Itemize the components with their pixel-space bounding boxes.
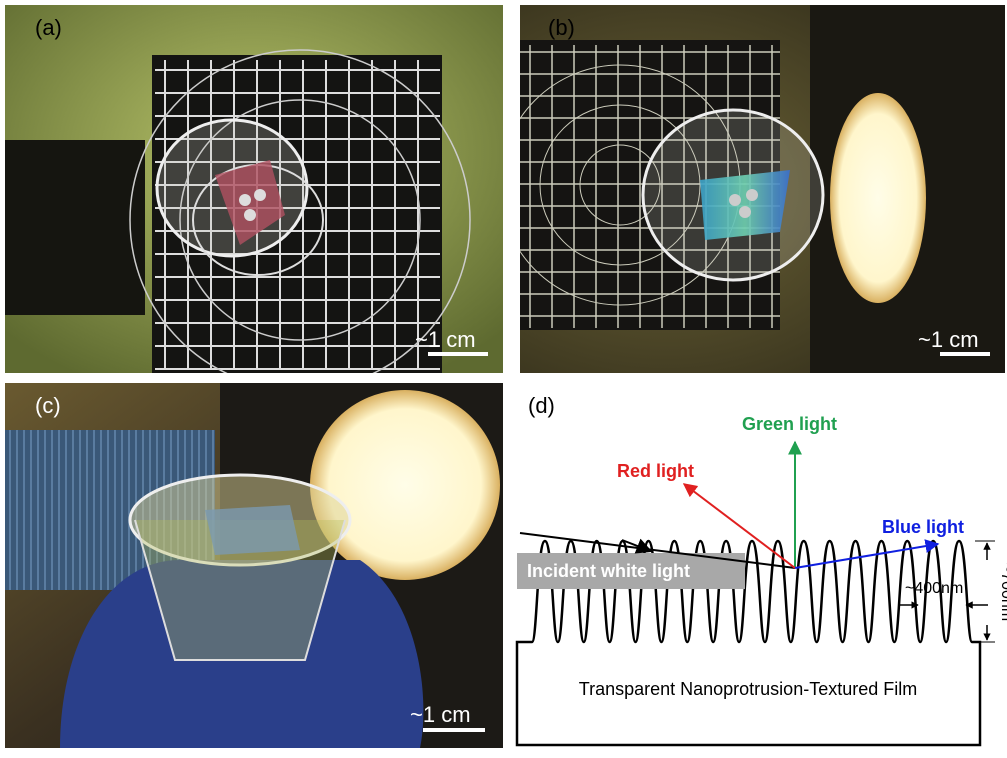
panel-label: (d) [528,393,555,418]
film-label: Transparent Nanoprotrusion-Textured Film [579,679,917,699]
panel-label: (b) [548,15,575,40]
incident-label: Incident white light [527,561,690,581]
scale-label: ~1 cm [918,327,979,352]
blue-ray [795,544,938,568]
figure: (a) ~1 cm (b) ~1 cm (c) ~1 cm (d) Transp… [0,0,1007,753]
red-label: Red light [617,461,694,481]
green-label: Green light [742,414,837,434]
photo-b [500,5,1005,373]
panel-label: (c) [35,393,61,418]
period-label: ~400nm [905,580,963,597]
blue-label: Blue light [882,517,964,537]
height-label: ~700nm [998,563,1007,621]
scale-label: ~1 cm [410,702,471,727]
panel-label: (a) [35,15,62,40]
photo-c [5,383,503,748]
scale-label: ~1 cm [415,327,476,352]
